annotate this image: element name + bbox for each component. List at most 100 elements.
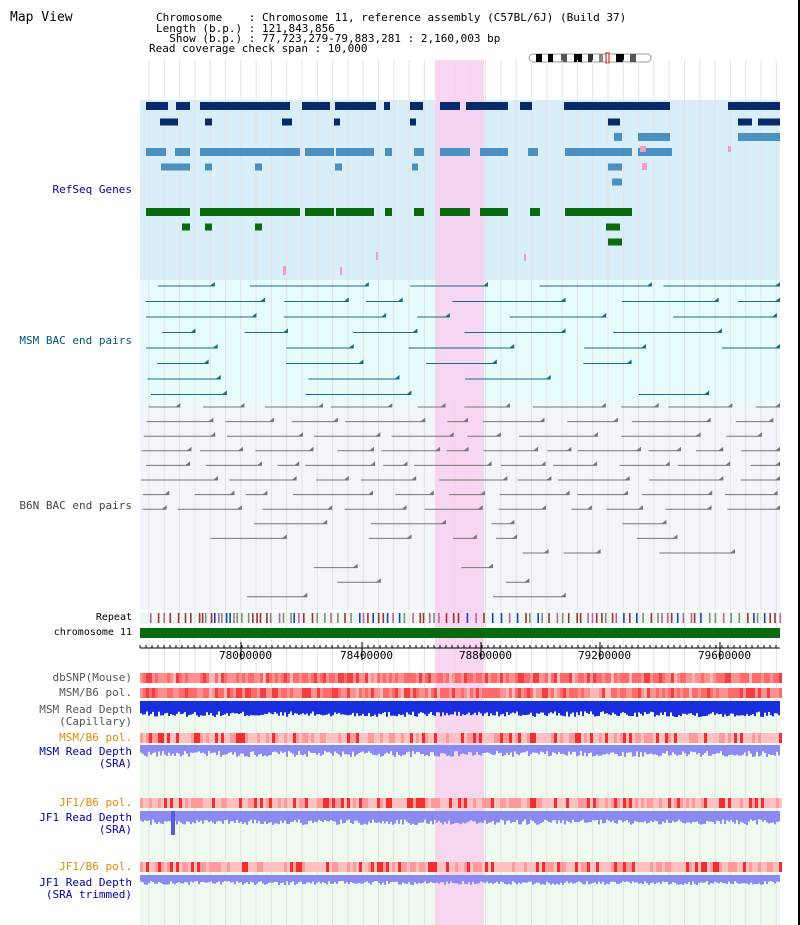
polymorphism-cell [263,673,266,683]
polymorphism-cell [152,673,155,683]
polymorphism-cell [230,798,233,808]
read-depth-bar [738,745,740,756]
polymorphism-cell [569,688,572,698]
polymorphism-cell [368,733,371,743]
read-depth-bar [396,701,398,717]
polymorphism-cell [722,673,725,683]
polymorphism-cell [758,733,761,743]
polymorphism-cell [746,733,749,743]
read-depth-bar [604,811,606,824]
read-depth-bar [322,875,324,883]
read-depth-bar [346,875,348,883]
read-depth-bar [618,875,620,884]
read-depth-bar [326,875,328,885]
bac-end-marker [661,519,667,524]
gene-exon [160,118,178,126]
polymorphism-cell [623,798,626,808]
polymorphism-cell [482,733,485,743]
polymorphism-cell [719,862,722,872]
repeat-tick [218,613,220,623]
polymorphism-cell [386,688,389,698]
polymorphism-cell [461,798,464,808]
polymorphism-cell [359,798,362,808]
polymorphism-cell [749,673,752,683]
read-depth-bar [496,745,498,751]
read-depth-bar [200,745,202,754]
read-depth-bar [222,701,224,715]
polymorphism-cell [428,688,431,698]
read-depth-bar [460,875,462,885]
read-depth-bar [630,875,632,884]
polymorphism-cell [602,862,605,872]
polymorphism-cell [278,733,281,743]
read-depth-bar [256,701,258,716]
polymorphism-cell [623,688,626,698]
polymorphism-cell [608,798,611,808]
polymorphism-cell [419,798,422,808]
read-depth-bar [662,811,664,822]
polymorphism-cell [380,733,383,743]
polymorphism-cell [566,862,569,872]
track-label-b6n-bac[interactable]: B6N BAC end pairs [19,499,132,512]
read-depth-bar [234,811,236,823]
polymorphism-cell [698,673,701,683]
track-label-msm-b6-pol-2: MSM/B6 pol. [59,731,132,744]
read-depth-bar [456,875,458,884]
gene-exon [638,148,672,156]
polymorphism-cell [764,733,767,743]
read-depth-bar [522,745,524,753]
polymorphism-cell [215,673,218,683]
read-depth-bar [546,811,548,821]
polymorphism-cell [251,733,254,743]
read-depth-bar [766,701,768,716]
repeat-tick [779,613,782,623]
polymorphism-cell [143,798,146,808]
read-depth-bar [314,811,316,822]
track-label-refseq[interactable]: RefSeq Genes [52,183,132,196]
read-depth-bar [610,875,612,882]
bac-end-marker [560,297,566,302]
chromosome-ideogram[interactable] [528,52,653,64]
read-depth-bar [562,701,564,716]
read-depth-bar [376,875,378,882]
read-depth-bar [590,811,592,822]
polymorphism-cell [359,673,362,683]
polymorphism-cell [710,673,713,683]
read-depth-bar [686,745,688,757]
read-depth-bar [596,811,598,820]
polymorphism-cell [185,862,188,872]
read-depth-bar [210,701,212,713]
polymorphism-cell [629,673,632,683]
track-label-msm-bac[interactable]: MSM BAC end pairs [19,334,132,347]
polymorphism-cell [617,673,620,683]
read-depth-bar [376,701,378,717]
read-depth-bar [458,701,460,712]
polymorphism-cell [368,798,371,808]
read-depth-bar [522,811,524,822]
polymorphism-cell [317,688,320,698]
read-depth-bar [438,811,440,821]
read-depth-bar [436,811,438,823]
polymorphism-cell [302,733,305,743]
read-depth-bar [476,811,478,824]
read-depth-bar [416,811,418,825]
gene-marker [340,267,342,275]
polymorphism-cell [596,798,599,808]
read-depth-bar [592,811,594,821]
read-depth-bar [684,701,686,714]
read-depth-bar [710,875,712,884]
read-depth-bar [346,745,348,755]
read-depth-bar [220,811,222,822]
bac-end-marker [540,461,546,466]
polymorphism-cell [209,733,212,743]
read-depth-bar [250,701,252,716]
read-depth-bar [644,875,646,882]
polymorphism-cell [479,798,482,808]
read-depth-bar [762,701,764,717]
read-depth-bar [274,811,276,824]
read-depth-bar [394,875,396,882]
read-depth-bar [466,875,468,885]
read-depth-bar [688,811,690,823]
read-depth-bar [614,701,616,715]
